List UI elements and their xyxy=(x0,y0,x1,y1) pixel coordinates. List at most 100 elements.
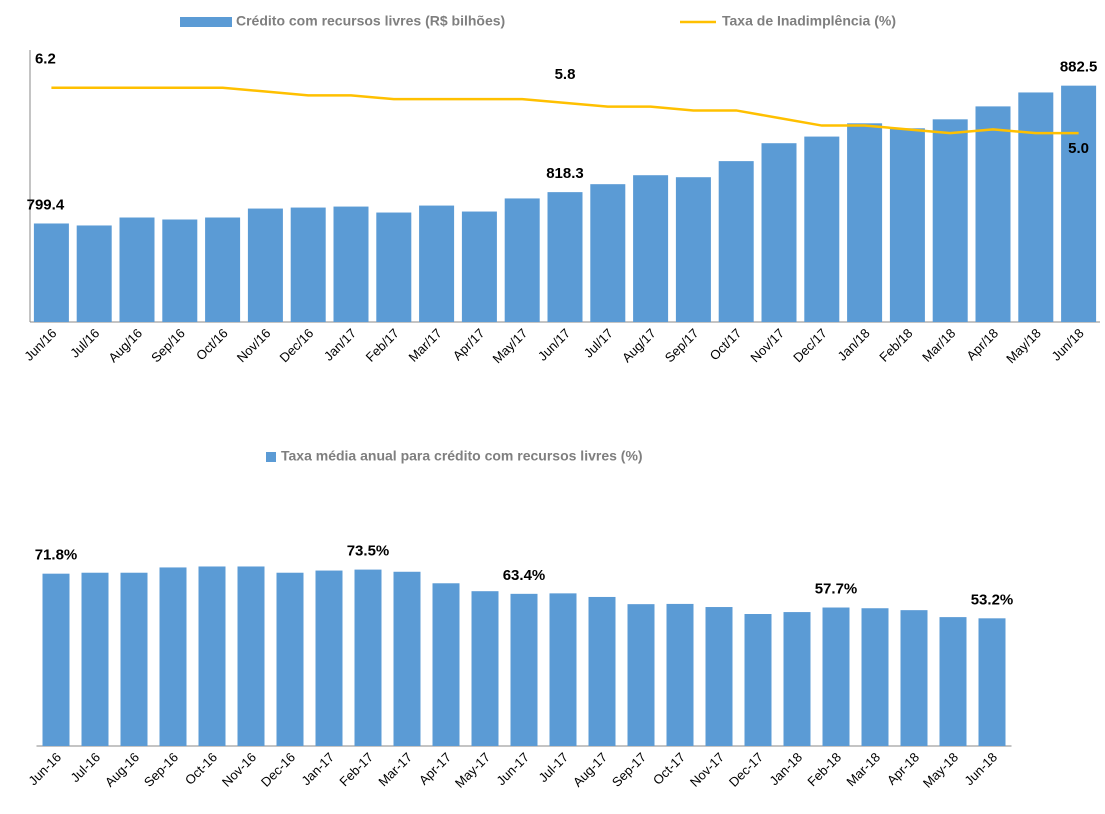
legend-swatch xyxy=(180,17,232,27)
x-tick-label: Sep/17 xyxy=(662,326,702,366)
bar xyxy=(419,205,455,322)
bar xyxy=(939,617,967,746)
x-tick-label: May-17 xyxy=(452,750,493,791)
bar xyxy=(42,573,70,746)
bar xyxy=(504,198,540,322)
x-tick-label: Nov-16 xyxy=(219,750,259,790)
bar xyxy=(1018,92,1054,323)
bar xyxy=(1061,85,1097,322)
x-tick-label: Feb-18 xyxy=(804,750,844,790)
bar xyxy=(432,583,460,746)
bar xyxy=(76,225,112,322)
bar xyxy=(461,211,497,322)
bar xyxy=(237,566,265,746)
bar xyxy=(900,610,928,746)
legend-label: Crédito com recursos livres (R$ bilhões) xyxy=(236,13,505,29)
x-tick-label: Feb-17 xyxy=(336,750,376,790)
x-tick-label: Oct-17 xyxy=(650,750,688,788)
line-series xyxy=(51,86,1079,135)
x-tick-label: Nov/16 xyxy=(234,326,274,366)
x-tick-label: Sep-16 xyxy=(141,750,181,790)
x-tick-label: Apr/18 xyxy=(963,326,1001,364)
x-tick-label: Feb/17 xyxy=(363,326,402,365)
x-tick-label: Oct/17 xyxy=(707,326,745,364)
bar xyxy=(861,608,889,746)
x-tick-label: Oct/16 xyxy=(193,326,231,364)
bar xyxy=(666,603,694,746)
bar xyxy=(471,591,499,746)
x-tick-label: Dec/16 xyxy=(277,326,317,366)
bar xyxy=(276,572,304,746)
bar xyxy=(590,184,626,322)
x-tick-label: May/17 xyxy=(490,326,531,367)
legend-label: Taxa média anual para crédito com recurs… xyxy=(281,448,643,464)
x-tick-label: Jan/18 xyxy=(835,326,873,364)
data-label: 63.4% xyxy=(503,567,546,584)
bar xyxy=(932,119,968,322)
x-tick-label: Aug/17 xyxy=(619,326,659,366)
bar xyxy=(889,128,925,322)
data-label: 818.3 xyxy=(546,165,584,182)
x-tick-label: Jun/16 xyxy=(21,326,59,364)
x-tick-label: Apr-17 xyxy=(416,750,454,788)
bar xyxy=(783,612,811,746)
bar xyxy=(120,572,148,746)
bar xyxy=(804,136,840,322)
x-tick-label: Nov-17 xyxy=(687,750,727,790)
bar xyxy=(633,175,669,322)
x-tick-label: Aug/16 xyxy=(105,326,145,366)
bar xyxy=(975,106,1011,322)
x-tick-label: Mar/18 xyxy=(919,326,958,365)
x-tick-label: Apr-18 xyxy=(884,750,922,788)
bar xyxy=(247,208,283,322)
bar xyxy=(627,604,655,746)
bar xyxy=(354,569,382,746)
x-tick-label: May-18 xyxy=(920,750,961,791)
x-tick-label: May/18 xyxy=(1003,326,1044,367)
x-tick-label: Mar-18 xyxy=(843,750,883,790)
bar xyxy=(588,596,616,746)
bar xyxy=(718,161,754,322)
x-tick-label: Dec-17 xyxy=(726,750,766,790)
bar xyxy=(290,207,326,322)
data-label: 53.2% xyxy=(971,591,1014,608)
x-tick-label: Sep-17 xyxy=(609,750,649,790)
bar xyxy=(198,566,226,746)
bar xyxy=(159,567,187,746)
x-tick-label: Jul/17 xyxy=(581,326,616,361)
x-tick-label: Dec/17 xyxy=(790,326,830,366)
bar xyxy=(119,217,155,322)
bar xyxy=(705,607,733,746)
x-tick-label: Jun-18 xyxy=(961,750,1000,789)
bar xyxy=(510,593,538,746)
data-label: 5.0 xyxy=(1068,140,1089,157)
data-label: 799.4 xyxy=(27,196,65,213)
legend-label: Taxa de Inadimplência (%) xyxy=(722,13,896,29)
x-tick-label: Jan-18 xyxy=(766,750,805,789)
x-tick-label: Oct-16 xyxy=(182,750,220,788)
x-tick-label: Mar-17 xyxy=(375,750,415,790)
data-label: 6.2 xyxy=(35,51,56,68)
bar xyxy=(33,223,69,322)
legend-swatch xyxy=(266,452,276,462)
x-tick-label: Dec-16 xyxy=(258,750,298,790)
bar xyxy=(547,192,583,322)
x-tick-label: Jan-17 xyxy=(298,750,337,789)
x-tick-label: Feb/18 xyxy=(876,326,915,365)
x-tick-label: Jul/16 xyxy=(67,326,102,361)
bar xyxy=(822,607,850,746)
x-tick-label: Jun/18 xyxy=(1049,326,1087,364)
x-tick-label: Jul-16 xyxy=(67,750,103,786)
bar xyxy=(81,572,109,746)
x-tick-label: Apr/17 xyxy=(450,326,488,364)
bar xyxy=(761,143,797,322)
bar xyxy=(978,618,1006,746)
data-label: 882.5 xyxy=(1060,59,1098,76)
x-tick-label: Jan/17 xyxy=(321,326,359,364)
x-tick-label: Nov/17 xyxy=(747,326,787,366)
data-label: 71.8% xyxy=(35,547,78,564)
x-tick-label: Sep/16 xyxy=(148,326,188,366)
x-tick-label: Jul-17 xyxy=(535,750,571,786)
data-label: 5.8 xyxy=(555,66,576,83)
